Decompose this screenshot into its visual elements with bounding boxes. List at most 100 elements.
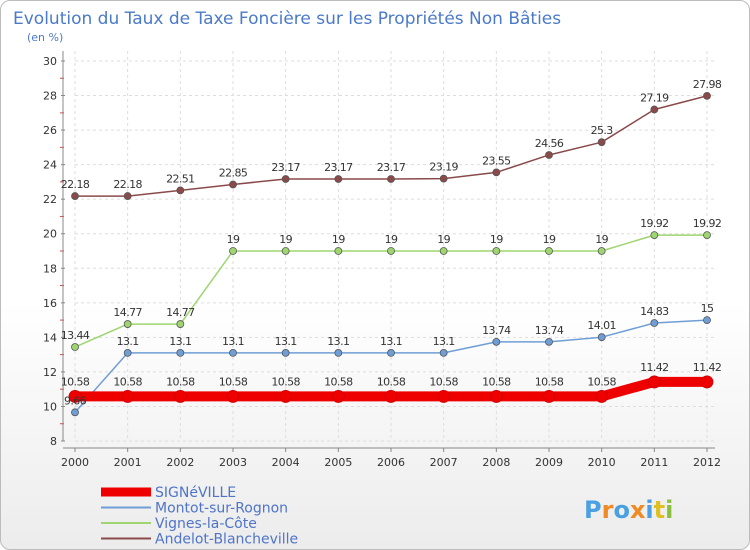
data-label-sign-ville-2001: 10.58	[113, 375, 142, 388]
point-andelot-blancheville-2010	[597, 138, 606, 147]
legend-label-montot-sur-rognon: Montot-sur-Rognon	[155, 501, 288, 517]
data-label-vignes-la-c-te-2006: 19	[385, 233, 398, 246]
data-label-montot-sur-rognon-2010: 14.01	[587, 319, 616, 332]
data-label-andelot-blancheville-2004: 23.17	[271, 161, 300, 174]
point-sign-ville-2008	[489, 390, 503, 403]
legend-label-vignes-la-c-te: Vignes-la-Côte	[155, 516, 257, 532]
point-montot-sur-rognon-2001	[123, 349, 132, 357]
data-label-sign-ville-2003: 10.58	[219, 375, 248, 388]
point-vignes-la-c-te-2011	[650, 231, 659, 240]
point-andelot-blancheville-2011	[650, 105, 659, 114]
point-andelot-blancheville-2008	[492, 168, 501, 177]
point-vignes-la-c-te-2001	[123, 320, 132, 328]
ytick-label-30: 30	[43, 55, 57, 68]
point-montot-sur-rognon-2010	[597, 333, 606, 342]
data-label-montot-sur-rognon-2009: 13.74	[535, 324, 564, 337]
point-andelot-blancheville-2005	[334, 175, 343, 183]
data-label-andelot-blancheville-2002: 22.51	[166, 172, 195, 185]
data-label-vignes-la-c-te-2010: 19	[595, 233, 608, 246]
data-label-andelot-blancheville-2000: 22.18	[61, 178, 90, 191]
point-montot-sur-rognon-2000	[71, 408, 79, 417]
data-label-montot-sur-rognon-2000: 9.66	[64, 394, 87, 407]
data-label-sign-ville-2012: 11.42	[693, 361, 722, 374]
xtick-label-2007: 2007	[430, 456, 458, 469]
data-label-vignes-la-c-te-2009: 19	[543, 233, 556, 246]
xtick-label-2000: 2000	[61, 456, 89, 469]
data-label-andelot-blancheville-2008: 23.55	[482, 154, 511, 167]
point-vignes-la-c-te-2007	[439, 247, 448, 255]
point-andelot-blancheville-2004	[281, 175, 290, 183]
data-label-andelot-blancheville-2007: 23.19	[429, 161, 458, 174]
data-label-andelot-blancheville-2001: 22.18	[113, 178, 142, 191]
point-vignes-la-c-te-2000	[71, 343, 79, 351]
data-label-sign-ville-2007: 10.58	[429, 375, 458, 388]
point-montot-sur-rognon-2004	[281, 349, 290, 357]
data-label-montot-sur-rognon-2004: 13.1	[275, 335, 297, 348]
unit-label: (en %)	[27, 31, 63, 44]
data-label-sign-ville-2011: 11.42	[640, 361, 669, 374]
point-andelot-blancheville-2012	[703, 91, 711, 100]
point-andelot-blancheville-2007	[439, 174, 448, 183]
data-label-montot-sur-rognon-2008: 13.74	[482, 324, 511, 337]
point-vignes-la-c-te-2006	[387, 247, 395, 255]
xtick-label-2005: 2005	[324, 456, 352, 469]
point-sign-ville-2000	[68, 390, 82, 403]
point-sign-ville-2012	[700, 375, 714, 389]
data-label-montot-sur-rognon-2002: 13.1	[169, 335, 191, 348]
ytick-label-20: 20	[43, 228, 57, 241]
data-label-sign-ville-2009: 10.58	[535, 375, 564, 388]
axes: 8 10 12 14 16 18 20 22 24 26 28 30 2000 2001 2002 2003 2…	[43, 51, 721, 469]
data-label-sign-ville-2008: 10.58	[482, 375, 511, 388]
data-label-andelot-blancheville-2003: 22.85	[219, 167, 248, 180]
point-montot-sur-rognon-2012	[703, 316, 711, 324]
point-vignes-la-c-te-2003	[229, 247, 237, 255]
point-andelot-blancheville-2001	[123, 192, 132, 200]
ytick-label-10: 10	[43, 400, 57, 413]
data-label-sign-ville-2006: 10.58	[377, 375, 406, 388]
ytick-label-12: 12	[43, 366, 57, 379]
point-vignes-la-c-te-2008	[492, 247, 501, 255]
xtick-label-2002: 2002	[166, 456, 194, 469]
ytick-label-28: 28	[43, 90, 57, 103]
series-montot-sur-rognon	[71, 316, 711, 417]
data-label-andelot-blancheville-2005: 23.17	[324, 161, 353, 174]
xtick-label-2004: 2004	[272, 456, 300, 469]
data-label-montot-sur-rognon-2011: 14.83	[640, 305, 669, 318]
legend-label-sign-ville: SIGNéVILLE	[155, 485, 236, 501]
point-montot-sur-rognon-2006	[387, 349, 395, 357]
data-label-vignes-la-c-te-2000: 13.44	[61, 329, 90, 342]
ytick-label-8: 8	[50, 435, 57, 448]
data-label-montot-sur-rognon-2005: 13.1	[327, 335, 349, 348]
point-sign-ville-2003	[226, 390, 240, 403]
series-sign-ville	[68, 375, 714, 403]
data-label-vignes-la-c-te-2007: 19	[437, 233, 450, 246]
point-montot-sur-rognon-2005	[334, 349, 343, 357]
data-label-vignes-la-c-te-2002: 14.77	[166, 306, 195, 319]
series-layer	[68, 91, 714, 417]
point-sign-ville-2004	[279, 390, 293, 403]
xtick-label-2011: 2011	[640, 456, 668, 469]
point-vignes-la-c-te-2005	[334, 247, 343, 255]
ytick-label-22: 22	[43, 193, 57, 206]
point-andelot-blancheville-2003	[229, 180, 237, 189]
data-labels: 10.58 10.58 10.58 10.58 10.58 10.58 10.58 10.58…	[61, 78, 723, 407]
point-montot-sur-rognon-2007	[439, 349, 448, 357]
ytick-label-18: 18	[43, 262, 57, 275]
xtick-label-2006: 2006	[377, 456, 405, 469]
data-label-vignes-la-c-te-2005: 19	[332, 233, 345, 246]
ytick-label-26: 26	[43, 124, 57, 137]
data-label-vignes-la-c-te-2008: 19	[490, 233, 503, 246]
data-label-sign-ville-2004: 10.58	[271, 375, 300, 388]
legend-label-andelot-blancheville: Andelot-Blancheville	[155, 532, 298, 548]
data-label-montot-sur-rognon-2012: 15	[701, 302, 714, 315]
xtick-label-2003: 2003	[219, 456, 247, 469]
data-label-montot-sur-rognon-2001: 13.1	[117, 335, 139, 348]
data-label-montot-sur-rognon-2006: 13.1	[380, 335, 402, 348]
point-sign-ville-2002	[173, 390, 187, 403]
data-label-andelot-blancheville-2009: 24.56	[535, 137, 564, 150]
point-andelot-blancheville-2006	[387, 175, 395, 183]
data-label-vignes-la-c-te-2004: 19	[279, 233, 292, 246]
ytick-label-14: 14	[43, 331, 57, 344]
data-label-sign-ville-2010: 10.58	[587, 375, 616, 388]
